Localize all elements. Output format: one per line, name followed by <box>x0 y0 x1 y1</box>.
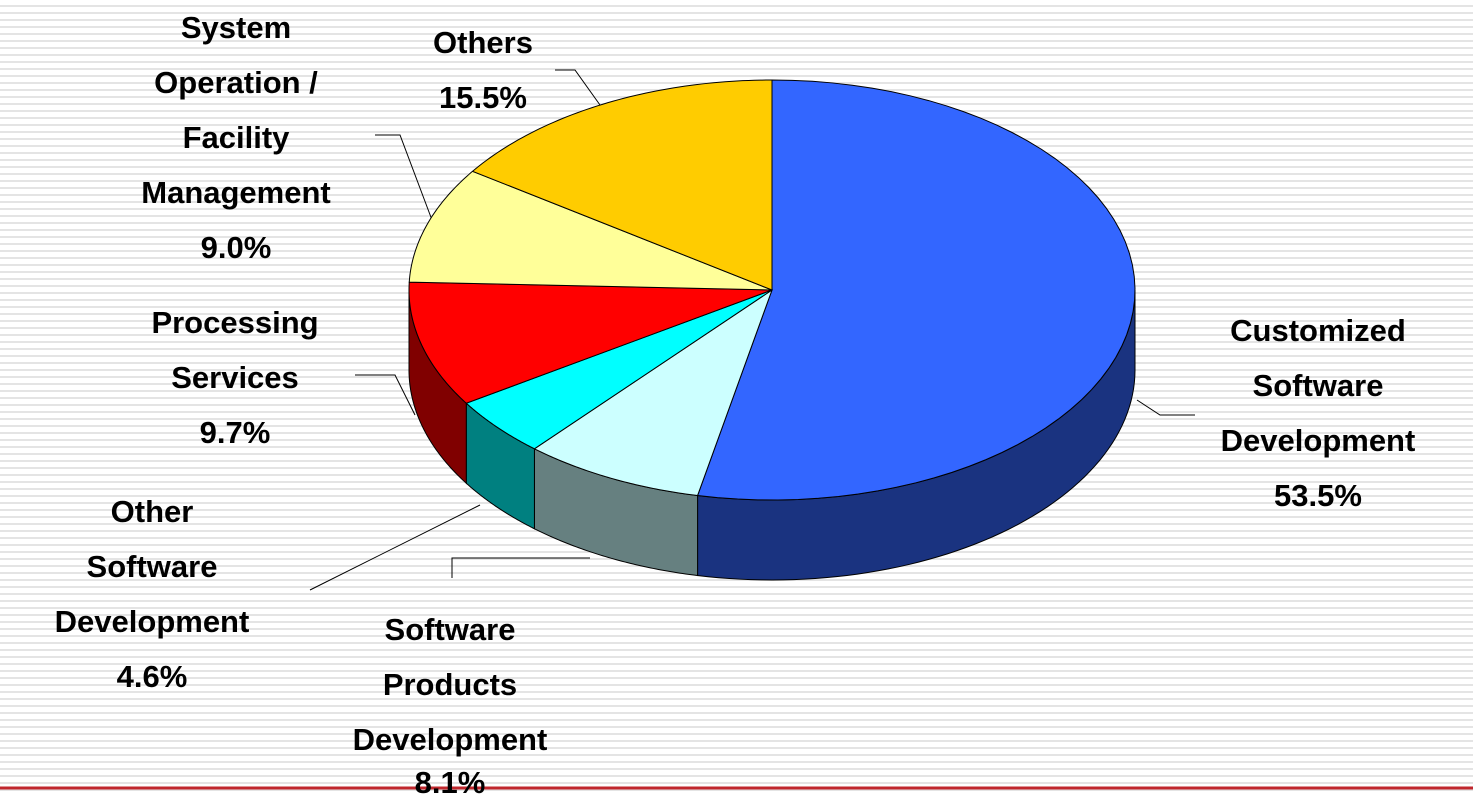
leader-line <box>309 504 481 591</box>
label-line: Operation / <box>154 65 318 100</box>
leader-line <box>1136 399 1195 416</box>
label-line: Facility <box>183 120 291 155</box>
leader-line <box>451 557 590 578</box>
leader-line <box>355 374 416 416</box>
label-line: System <box>181 10 291 45</box>
value-label: 53.5% <box>1274 478 1362 513</box>
slice <box>696 79 1136 501</box>
label-line: Processing <box>151 305 318 340</box>
value-label: 9.0% <box>201 230 272 265</box>
label-line: Development <box>1221 423 1416 458</box>
slice <box>465 289 773 450</box>
slice <box>408 170 773 291</box>
slice-label: Customized Software Development <box>1221 313 1416 458</box>
label-line: Software <box>385 612 516 647</box>
leader-line <box>375 134 433 221</box>
value-label: 15.5% <box>439 80 527 115</box>
slice-label: Others <box>433 25 533 60</box>
slice <box>408 281 773 404</box>
label-line: Software <box>87 549 218 584</box>
label-line: Software <box>1253 368 1384 403</box>
slice-label: Processing Services <box>151 305 318 395</box>
slice <box>471 79 773 291</box>
slice-label: Software Products Development <box>353 612 548 757</box>
value-label: 8.1% <box>415 765 486 795</box>
label-line: Services <box>171 360 299 395</box>
label-line: Development <box>353 722 548 757</box>
label-line: Others <box>433 25 533 60</box>
label-line: Development <box>55 604 250 639</box>
value-label: 9.7% <box>200 415 271 450</box>
slice-label: System Operation / Facility Management <box>141 10 330 210</box>
label-line: Other <box>111 494 194 529</box>
slice <box>533 288 773 497</box>
value-label: 4.6% <box>117 659 188 694</box>
leader-line <box>555 69 601 106</box>
label-line: Products <box>383 667 517 702</box>
label-line: Customized <box>1230 313 1406 348</box>
slice-label: Other Software Development <box>55 494 250 639</box>
label-line: Management <box>141 175 330 210</box>
